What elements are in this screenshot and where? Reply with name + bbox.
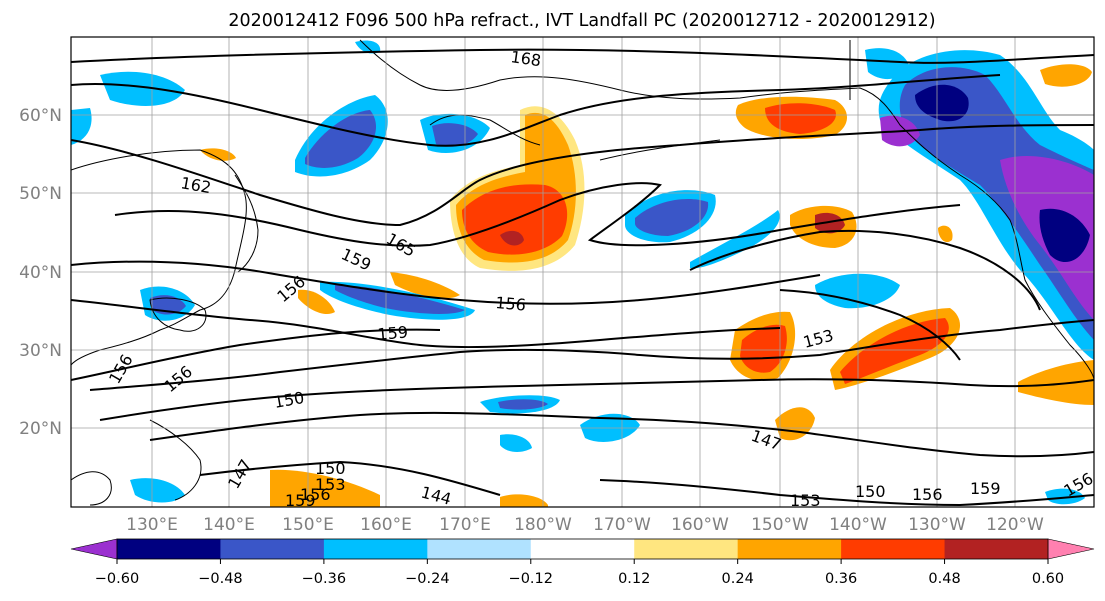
colorbar-tick-label: 0.36	[825, 571, 857, 587]
contour-label: 153	[315, 475, 346, 494]
lon-label: 160°E	[360, 515, 412, 535]
lat-label: 40°N	[19, 263, 62, 283]
lon-label: 170°E	[439, 515, 491, 535]
lat-label: 60°N	[19, 106, 62, 126]
lon-label: 130°W	[908, 515, 966, 535]
lon-label: 150°E	[282, 515, 334, 535]
contour-label: 150	[855, 482, 886, 501]
contour-label: 156	[912, 485, 943, 504]
figure-title: 2020012412 F096 500 hPa refract., IVT La…	[228, 11, 935, 31]
negative-anomaly-region	[1039, 208, 1090, 263]
positive-anomaly-region	[500, 230, 524, 246]
lat-label: 30°N	[19, 341, 62, 361]
contour-label: 168	[509, 47, 542, 70]
colorbar-tick-label: 0.48	[928, 571, 960, 587]
lon-label: 130°E	[126, 515, 178, 535]
negative-anomaly-region	[71, 108, 92, 145]
colorbar-swatch	[427, 539, 532, 559]
colorbar-tick-label: 0.12	[618, 571, 650, 587]
refractivity-contours	[71, 48, 1094, 507]
colorbar-tick-label: −0.60	[95, 571, 139, 587]
lon-label: 140°W	[829, 515, 887, 535]
positive-anomaly-region	[815, 212, 845, 234]
positive-anomaly-region	[840, 318, 949, 384]
positive-anomaly-region	[1018, 360, 1094, 405]
lon-label: 170°W	[593, 515, 651, 535]
negative-anomaly-region	[635, 198, 709, 236]
contour-label: 156	[495, 293, 527, 315]
colorbar-swatch	[841, 539, 946, 559]
colorbar-tick-label: −0.36	[302, 571, 346, 587]
colorbar-swatch	[323, 539, 428, 559]
positive-anomaly-region	[765, 103, 836, 134]
colorbar-swatch	[737, 539, 842, 559]
lat-label: 50°N	[19, 184, 62, 204]
colorbar-tick-label: 0.24	[722, 571, 754, 587]
negative-anomaly-region	[690, 210, 780, 269]
lon-label: 120°W	[986, 515, 1044, 535]
colorbar-swatch	[530, 539, 635, 559]
positive-anomaly-region	[740, 324, 787, 373]
positive-anomaly-region	[500, 494, 548, 507]
negative-anomaly-region	[815, 273, 900, 309]
positive-anomaly-region	[1040, 64, 1092, 87]
negative-anomaly-region	[498, 399, 548, 410]
negative-anomaly-region	[1045, 488, 1085, 505]
contour-label: 159	[377, 322, 409, 344]
colorbar-tick-label: −0.24	[405, 571, 449, 587]
positive-anomaly-region	[270, 469, 380, 507]
colorbar-extend-max	[1047, 538, 1095, 560]
latitude-axis-labels: 60°N 50°N 40°N 30°N 20°N	[19, 106, 62, 439]
contour-label: 156	[300, 485, 331, 504]
positive-anomaly-region	[200, 148, 236, 161]
lon-label: 180°W	[514, 515, 572, 535]
colorbar-extend-min	[70, 538, 118, 560]
colorbar-tick-label: −0.12	[509, 571, 553, 587]
negative-anomaly-region	[305, 110, 377, 168]
lon-label: 160°W	[671, 515, 729, 535]
colorbar-swatch	[220, 539, 325, 559]
negative-anomaly-region	[500, 434, 532, 452]
longitude-axis-labels: 130°E 140°E 150°E 160°E 170°E 180°W 170°…	[126, 515, 1044, 535]
positive-anomaly-region	[938, 225, 953, 243]
colorbar: −0.60 −0.48 −0.36 −0.24 −0.12 0.12 0.24 0.36 0.4…	[70, 538, 1095, 587]
map-frame	[70, 36, 1095, 508]
colorbar-swatch	[634, 539, 739, 559]
lon-label: 140°E	[203, 515, 255, 535]
negative-anomaly-region	[130, 478, 185, 503]
contour-label: 150	[315, 459, 346, 478]
lon-label: 150°W	[751, 515, 809, 535]
colorbar-tick-label: 0.60	[1032, 571, 1064, 587]
negative-anomaly-region	[100, 71, 185, 106]
lat-label: 20°N	[19, 419, 62, 439]
colorbar-outline	[116, 538, 1049, 560]
negative-anomaly-region	[915, 84, 969, 122]
colorbar-swatch	[117, 539, 221, 559]
contour-label: 153	[790, 491, 821, 510]
negative-anomaly-region	[865, 48, 910, 80]
coastlines	[71, 39, 1094, 506]
colorbar-swatch	[944, 539, 1049, 559]
positive-anomaly-region	[390, 272, 460, 299]
colorbar-tick-label: −0.48	[198, 571, 242, 587]
map-panel: 168 162 165 159 156 156 159 153 156 156 …	[70, 36, 1096, 510]
contour-label: 159	[285, 491, 316, 510]
contour-label: 159	[970, 479, 1001, 498]
negative-anomaly-region	[335, 285, 465, 314]
positive-anomaly-region	[298, 289, 335, 315]
negative-anomaly-region	[432, 123, 478, 147]
